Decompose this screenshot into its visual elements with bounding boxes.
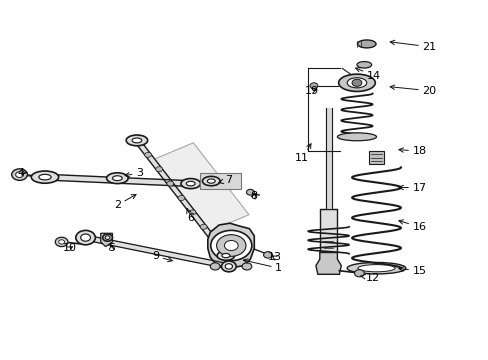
Ellipse shape — [338, 74, 375, 91]
Polygon shape — [45, 174, 190, 186]
Polygon shape — [153, 143, 248, 231]
Ellipse shape — [356, 62, 371, 68]
Ellipse shape — [126, 135, 147, 146]
Text: 18: 18 — [398, 146, 426, 156]
Text: 1: 1 — [243, 259, 282, 273]
Circle shape — [210, 230, 251, 261]
Text: 2: 2 — [114, 194, 136, 210]
Polygon shape — [325, 108, 331, 209]
Text: 9: 9 — [152, 251, 172, 262]
Text: 3: 3 — [125, 168, 142, 178]
Circle shape — [224, 240, 238, 251]
Ellipse shape — [222, 253, 229, 258]
Text: 15: 15 — [398, 266, 426, 276]
Circle shape — [12, 169, 27, 180]
Circle shape — [144, 152, 151, 157]
Ellipse shape — [181, 179, 200, 189]
Text: 12: 12 — [360, 273, 379, 283]
Polygon shape — [368, 151, 383, 164]
Ellipse shape — [202, 176, 220, 186]
Ellipse shape — [39, 174, 51, 180]
Text: 8: 8 — [250, 191, 257, 201]
Ellipse shape — [132, 138, 142, 143]
Text: 6: 6 — [186, 208, 194, 223]
Text: 16: 16 — [398, 220, 426, 232]
Circle shape — [242, 263, 251, 270]
Circle shape — [246, 189, 254, 195]
Ellipse shape — [357, 265, 394, 272]
Circle shape — [354, 270, 364, 277]
Polygon shape — [134, 139, 228, 257]
Text: 19: 19 — [305, 86, 318, 96]
Circle shape — [105, 236, 110, 239]
Text: 10: 10 — [62, 243, 76, 253]
Text: 7: 7 — [219, 175, 232, 185]
Circle shape — [81, 234, 90, 241]
Circle shape — [76, 230, 95, 245]
Ellipse shape — [106, 173, 128, 184]
Circle shape — [224, 264, 232, 269]
Polygon shape — [84, 235, 229, 269]
Circle shape — [16, 172, 23, 177]
Circle shape — [221, 261, 236, 272]
Text: 21: 21 — [389, 40, 435, 52]
Bar — [319, 209, 337, 252]
Circle shape — [263, 252, 272, 258]
Ellipse shape — [217, 251, 234, 260]
Circle shape — [189, 210, 196, 215]
Text: 14: 14 — [355, 68, 380, 81]
Ellipse shape — [186, 181, 195, 186]
Text: 4: 4 — [17, 168, 27, 178]
Circle shape — [210, 263, 220, 270]
Circle shape — [178, 195, 184, 201]
Circle shape — [351, 79, 361, 86]
Text: 17: 17 — [398, 183, 426, 193]
Ellipse shape — [357, 40, 375, 48]
Circle shape — [102, 234, 112, 241]
Ellipse shape — [112, 176, 122, 181]
Circle shape — [216, 235, 245, 256]
Circle shape — [55, 237, 68, 247]
Ellipse shape — [346, 262, 405, 274]
Circle shape — [211, 239, 218, 244]
Ellipse shape — [207, 179, 215, 183]
Ellipse shape — [337, 133, 376, 141]
Polygon shape — [315, 252, 341, 274]
Text: 11: 11 — [295, 144, 310, 163]
Circle shape — [59, 240, 64, 244]
FancyBboxPatch shape — [200, 173, 240, 189]
Ellipse shape — [31, 171, 59, 183]
Text: 5: 5 — [108, 243, 115, 253]
Circle shape — [309, 83, 317, 89]
Circle shape — [166, 181, 173, 186]
Circle shape — [155, 167, 162, 172]
Ellipse shape — [346, 78, 366, 88]
Text: 20: 20 — [389, 85, 435, 96]
Circle shape — [200, 224, 207, 229]
Text: 13: 13 — [267, 252, 281, 262]
Polygon shape — [101, 233, 112, 247]
Polygon shape — [207, 223, 254, 268]
